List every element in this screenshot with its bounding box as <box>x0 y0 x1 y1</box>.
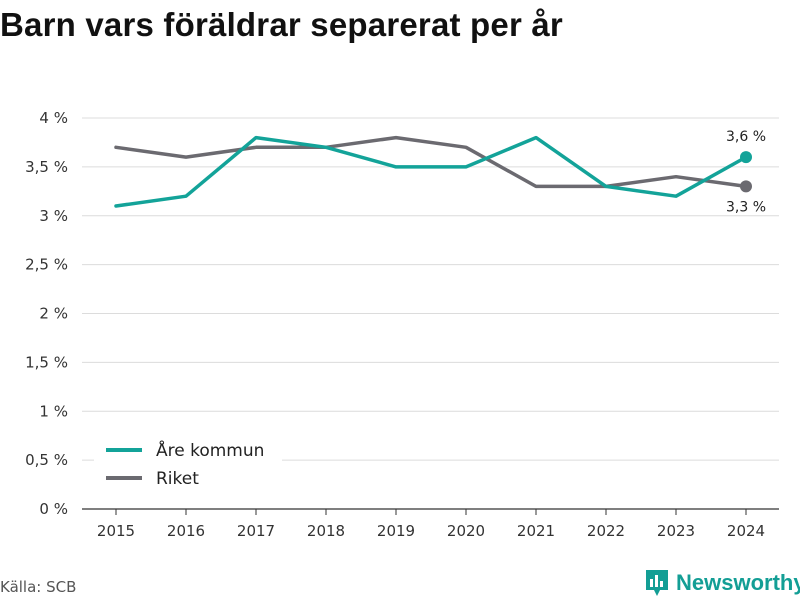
x-tick-label: 2018 <box>307 522 345 540</box>
series-line-riket <box>114 135 748 189</box>
end-value-label: 3,6 % <box>726 129 766 145</box>
newsworthy-icon <box>646 570 668 596</box>
newsworthy-logo[interactable]: Newsworthy <box>644 568 800 598</box>
legend-background <box>94 438 282 494</box>
y-tick-label: 1 % <box>39 402 68 420</box>
y-tick-label: 0,5 % <box>25 451 68 469</box>
x-tick-label: 2015 <box>97 522 135 540</box>
x-tick-label: 2022 <box>587 522 625 540</box>
grid-lines <box>82 117 779 510</box>
y-tick-label: 3 % <box>39 207 68 225</box>
end-marker-riket <box>740 180 752 193</box>
x-tick-label: 2024 <box>727 522 765 540</box>
legend-label: Riket <box>156 469 199 489</box>
series-line-are-kommun <box>114 135 748 208</box>
y-tick-label: 2,5 % <box>25 256 68 274</box>
end-value-label: 3,3 % <box>726 199 766 215</box>
end-markers: 3,6 % 3,3 % <box>726 129 766 215</box>
x-tick-label: 2019 <box>377 522 415 540</box>
chart-title: Barn vars föräldrar separerat per år <box>0 6 563 43</box>
x-tick-label: 2016 <box>167 522 205 540</box>
x-axis-ticks: 2015 2016 2017 2018 2019 2020 2021 2022 2023 2024 <box>97 509 765 540</box>
x-tick-label: 2021 <box>517 522 555 540</box>
y-tick-label: 1,5 % <box>25 353 68 371</box>
source-note: Källa: SCB <box>0 578 77 596</box>
y-tick-label: 2 % <box>39 305 68 323</box>
y-tick-label: 3,5 % <box>25 158 68 176</box>
end-marker-are-kommun <box>740 151 752 164</box>
x-tick-label: 2020 <box>447 522 485 540</box>
series-lines <box>114 135 748 208</box>
y-tick-label: 4 % <box>39 109 68 127</box>
x-tick-label: 2017 <box>237 522 275 540</box>
y-tick-label: 0 % <box>39 500 68 518</box>
legend-label: Åre kommun <box>156 439 264 461</box>
legend[interactable]: Åre kommun Riket <box>94 438 282 494</box>
y-axis-ticks: 0 % 0,5 % 1 % 1,5 % 2 % 2,5 % 3 % 3,5 % 4 % <box>25 109 68 518</box>
x-tick-label: 2023 <box>657 522 695 540</box>
brand-name: Newsworthy <box>676 570 800 595</box>
